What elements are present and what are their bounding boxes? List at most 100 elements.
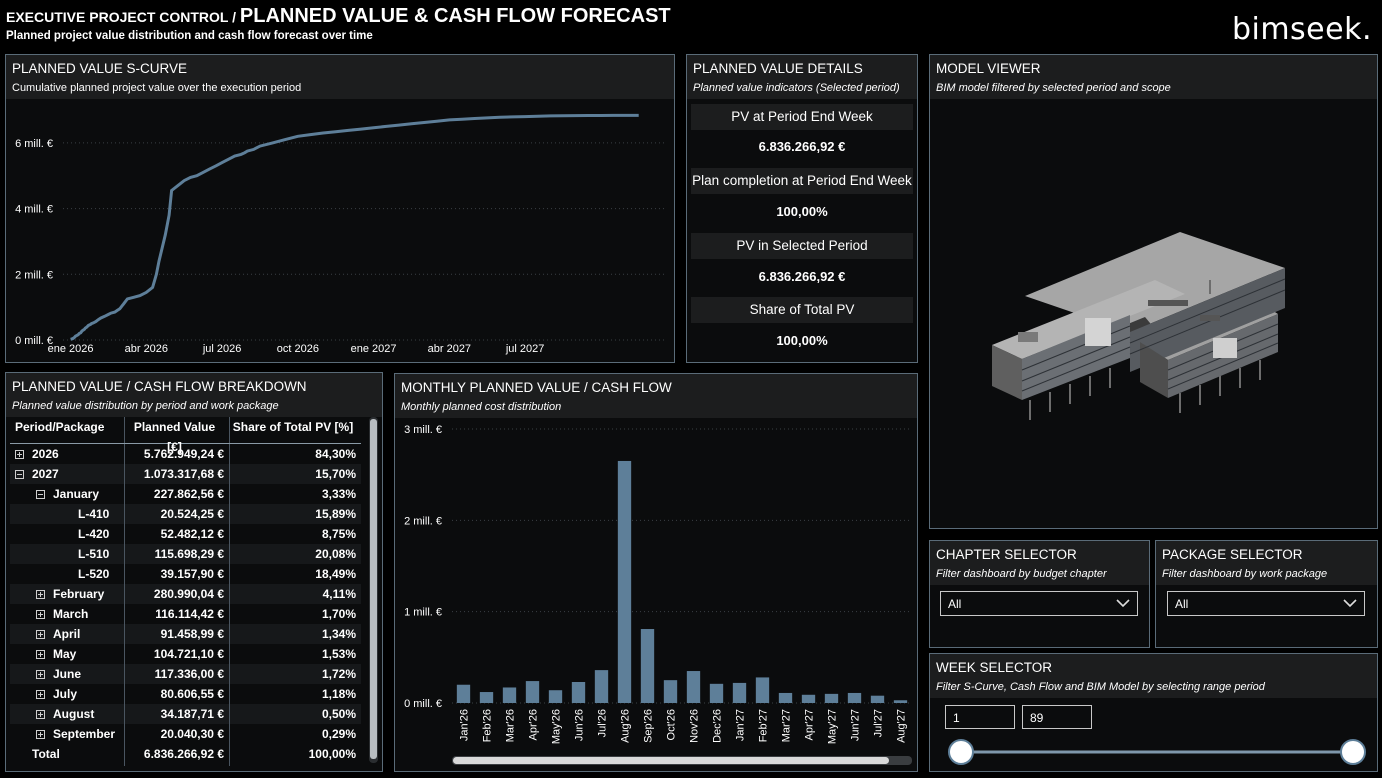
bar[interactable] bbox=[617, 460, 632, 703]
bar[interactable] bbox=[640, 629, 655, 703]
monthly-bar-chart[interactable]: 0 mill. € 1 mill. € 2 mill. € 3 mill. € Jan'… bbox=[395, 419, 917, 771]
model-viewer-title: MODEL VIEWER bbox=[936, 61, 1041, 76]
kpi-share-total-label: Share of Total PV bbox=[691, 297, 913, 323]
row-label: August bbox=[53, 707, 95, 721]
table-row[interactable]: February 280.990,04 € 4,11% bbox=[10, 584, 361, 604]
chapter-selector-header: CHAPTER SELECTOR Filter dashboard by bud… bbox=[930, 541, 1149, 585]
expand-icon[interactable] bbox=[36, 730, 45, 739]
bar[interactable] bbox=[686, 671, 701, 703]
bar[interactable] bbox=[502, 687, 517, 703]
expand-icon[interactable] bbox=[36, 630, 45, 639]
breakdown-panel: PLANNED VALUE / CASH FLOW BREAKDOWN Plan… bbox=[5, 372, 383, 772]
bar[interactable] bbox=[525, 681, 540, 703]
table-row[interactable]: L-410 20.524,25 € 15,89% bbox=[10, 504, 361, 524]
x-tick-label: Feb'27 bbox=[758, 709, 770, 742]
x-tick-label: Mar'27 bbox=[781, 709, 793, 742]
bar[interactable] bbox=[824, 693, 839, 703]
week-slider-end-handle[interactable] bbox=[1340, 739, 1366, 765]
column-header-share[interactable]: Share of Total PV [%] bbox=[232, 420, 354, 434]
package-dropdown[interactable]: All bbox=[1167, 591, 1365, 616]
bar[interactable] bbox=[548, 690, 563, 703]
y-tick-label: 2 mill. € bbox=[404, 515, 442, 527]
chapter-dropdown[interactable]: All bbox=[940, 591, 1138, 616]
table-row[interactable]: 2026 5.762.949,24 € 84,30% bbox=[10, 444, 361, 464]
chapter-selector-subtitle: Filter dashboard by budget chapter bbox=[936, 568, 1107, 580]
collapse-icon[interactable] bbox=[36, 490, 45, 499]
table-row[interactable]: April 91.458,99 € 1,34% bbox=[10, 624, 361, 644]
table-row[interactable]: L-420 52.482,12 € 8,75% bbox=[10, 524, 361, 544]
table-row[interactable]: January 227.862,56 € 3,33% bbox=[10, 484, 361, 504]
column-header-period[interactable]: Period/Package bbox=[10, 417, 125, 443]
row-share: 8,75% bbox=[321, 527, 356, 541]
week-selector-panel: WEEK SELECTOR Filter S-Curve, Cash Flow … bbox=[929, 653, 1378, 772]
bar[interactable] bbox=[870, 695, 885, 703]
x-tick-label: Jan'26 bbox=[459, 709, 471, 741]
table-row[interactable]: March 116.114,42 € 1,70% bbox=[10, 604, 361, 624]
bar[interactable] bbox=[709, 683, 724, 703]
x-tick-label: Oct'26 bbox=[666, 709, 678, 740]
table-row[interactable]: July 80.606,55 € 1,18% bbox=[10, 684, 361, 704]
table-row[interactable]: June 117.336,00 € 1,72% bbox=[10, 664, 361, 684]
bar[interactable] bbox=[801, 694, 816, 703]
bar[interactable] bbox=[571, 681, 586, 703]
scurve-chart[interactable]: 0 mill. € 2 mill. € 4 mill. € 6 mill. € ene … bbox=[6, 100, 674, 363]
table-scrollbar[interactable] bbox=[369, 417, 378, 763]
week-selector-title: WEEK SELECTOR bbox=[936, 660, 1053, 675]
table-row[interactable]: September 20.040,30 € 0,29% bbox=[10, 724, 361, 744]
row-label: L-520 bbox=[78, 567, 110, 581]
week-range-slider[interactable] bbox=[930, 736, 1377, 770]
kpi-share-total-value: 100,00% bbox=[776, 333, 828, 348]
row-label-cell: May bbox=[10, 644, 125, 664]
bar[interactable] bbox=[847, 692, 862, 703]
expand-icon[interactable] bbox=[15, 450, 24, 459]
table-row[interactable]: 2027 1.073.317,68 € 15,70% bbox=[10, 464, 361, 484]
collapse-icon[interactable] bbox=[15, 470, 24, 479]
expand-icon[interactable] bbox=[36, 590, 45, 599]
package-selector-title: PACKAGE SELECTOR bbox=[1162, 547, 1303, 562]
expand-icon[interactable] bbox=[36, 710, 45, 719]
bar[interactable] bbox=[893, 700, 908, 703]
bar[interactable] bbox=[479, 692, 494, 703]
package-dropdown-value: All bbox=[1175, 597, 1189, 611]
expand-icon[interactable] bbox=[36, 670, 45, 679]
expand-icon[interactable] bbox=[36, 690, 45, 699]
expand-icon[interactable] bbox=[36, 610, 45, 619]
y-tick-label: 6 mill. € bbox=[15, 138, 53, 150]
dashboard-title: EXECUTIVE PROJECT CONTROL / PLANNED VALU… bbox=[6, 5, 671, 28]
table-scrollbar-thumb[interactable] bbox=[370, 419, 377, 759]
bar[interactable] bbox=[778, 692, 793, 703]
x-tick-label: oct 2026 bbox=[277, 343, 319, 355]
scurve-series-line[interactable] bbox=[70, 113, 639, 341]
expand-icon[interactable] bbox=[36, 650, 45, 659]
monthly-panel: MONTHLY PLANNED VALUE / CASH FLOW Monthl… bbox=[394, 373, 918, 772]
row-planned-value: 104.721,10 € bbox=[125, 644, 230, 664]
monthly-title: MONTHLY PLANNED VALUE / CASH FLOW bbox=[401, 380, 672, 395]
row-planned-value: 117.336,00 € bbox=[125, 664, 230, 684]
table-row[interactable]: L-510 115.698,29 € 20,08% bbox=[10, 544, 361, 564]
week-to-input[interactable]: 89 bbox=[1022, 705, 1092, 729]
bar[interactable] bbox=[456, 684, 471, 703]
table-row[interactable]: August 34.187,71 € 0,50% bbox=[10, 704, 361, 724]
x-tick-label: Jul'27 bbox=[873, 709, 885, 737]
week-from-input[interactable]: 1 bbox=[945, 705, 1015, 729]
scurve-subtitle: Cumulative planned project value over th… bbox=[12, 82, 302, 94]
table-row[interactable]: L-520 39.157,90 € 18,49% bbox=[10, 564, 361, 584]
chart-scrollbar-thumb[interactable] bbox=[453, 757, 889, 764]
row-planned-value: 5.762.949,24 € bbox=[125, 444, 230, 464]
bar[interactable] bbox=[755, 677, 770, 703]
bar[interactable] bbox=[732, 682, 747, 703]
bim-model-canvas[interactable] bbox=[930, 100, 1377, 528]
column-header-planned-value[interactable]: Planned Value [€] bbox=[125, 417, 230, 454]
row-label: L-420 bbox=[78, 527, 110, 541]
row-label-cell: L-420 bbox=[10, 524, 125, 544]
row-label-cell: L-520 bbox=[10, 564, 125, 584]
row-planned-value: 115.698,29 € bbox=[125, 544, 230, 564]
table-row[interactable]: May 104.721,10 € 1,53% bbox=[10, 644, 361, 664]
row-planned-value: 227.862,56 € bbox=[125, 484, 230, 504]
x-tick-label: ene 2027 bbox=[351, 343, 397, 355]
bar[interactable] bbox=[663, 680, 678, 703]
bar[interactable] bbox=[594, 670, 609, 703]
week-slider-start-handle[interactable] bbox=[948, 739, 974, 765]
x-tick-label: Sep'26 bbox=[643, 709, 655, 743]
table-header-row: Period/Package Planned Value [€] Share o… bbox=[10, 417, 361, 454]
